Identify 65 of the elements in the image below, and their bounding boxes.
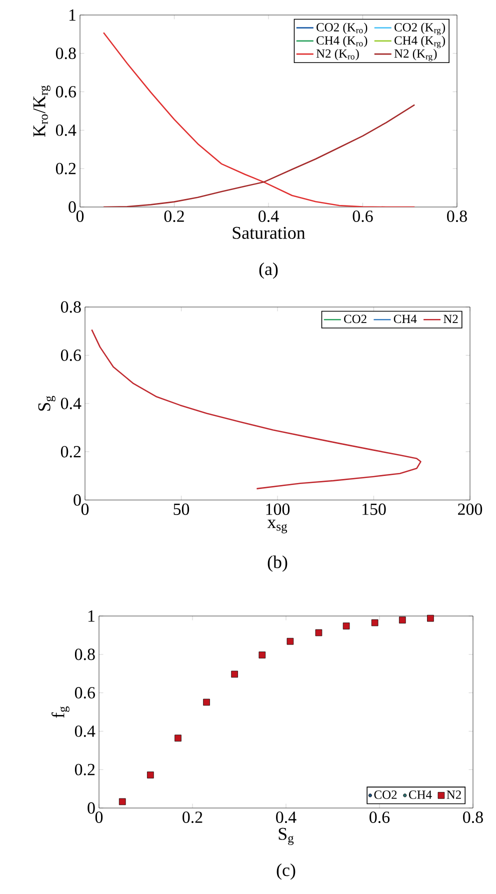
y-tick-label: 0.6 [56, 86, 76, 98]
point [258, 652, 266, 658]
point [427, 614, 434, 622]
legend-label: CH4 [409, 790, 432, 799]
point [203, 698, 210, 706]
x-tick-label: 50 [174, 504, 190, 515]
x-tick-label: 0 [95, 812, 103, 823]
text: (b) [268, 556, 288, 572]
y-tick-label: 0 [68, 201, 76, 213]
text: (a) [259, 262, 278, 279]
y-tick-label: 0.8 [56, 48, 76, 60]
x-axis-title: Saturation [232, 226, 306, 239]
x-tick-label: 0.4 [276, 812, 296, 824]
y-tick-label: 0.4 [60, 398, 82, 410]
y-tick-label: 0 [74, 494, 81, 506]
legend-label: CO2 (K$_{rg}$) [394, 22, 446, 36]
legend-label: CO2 [344, 314, 366, 324]
legend-label: N2 (K$_{rg}$) [394, 48, 437, 62]
x-tick-label: 200 [458, 504, 482, 515]
legend-label: CH4 [394, 314, 417, 324]
point [399, 616, 406, 624]
y-axis-title: S$_{g}$ [38, 396, 56, 411]
x-tick-label: 0.8 [447, 210, 467, 222]
line-series [102, 104, 416, 208]
x-tick-label: 0.8 [463, 812, 483, 824]
y-tick-label: 0.8 [60, 301, 81, 313]
y-axis-title: K$_{ro}$/K$_{rg}$ [33, 85, 50, 137]
point [231, 670, 238, 678]
y-tick-label: 0.2 [56, 162, 76, 174]
legend-label: N2 (K$_{ro}$) [316, 48, 359, 60]
legend-label: CH4 (K$_{ro}$) [316, 36, 368, 48]
x-tick-label: 0.4 [258, 210, 279, 222]
line-series [91, 329, 422, 490]
point [315, 629, 322, 636]
point [174, 734, 182, 742]
legend-label: CO2 (K$_{ro}$) [316, 22, 368, 34]
x-axis-title: x$_{sg}$ [267, 520, 288, 534]
y-tick-label: 1 [88, 610, 94, 622]
legend-label: N2 [444, 314, 458, 324]
y-tick-label: 0.6 [74, 687, 95, 699]
y-tick-label: 1 [69, 9, 76, 21]
y-tick-label: 0.4 [56, 124, 76, 136]
point [286, 638, 294, 645]
x-axis-title: S$_{g}$ [278, 828, 294, 846]
legend-label: N2 [446, 790, 461, 799]
legend-label: CH4 (K$_{rg}$) [394, 36, 446, 48]
x-tick-label: 0.6 [370, 812, 390, 824]
legend-label: CO2 [374, 790, 397, 799]
text: (c) [276, 864, 296, 880]
y-tick-label: 0.6 [60, 350, 81, 362]
x-tick-label: 150 [362, 504, 386, 515]
x-tick-label: 0.6 [352, 210, 373, 222]
x-tick-label: 100 [266, 504, 290, 515]
y-tick-label: 0 [88, 802, 95, 814]
x-tick-label: 0.2 [164, 210, 184, 222]
y-tick-label: 0.8 [74, 648, 95, 660]
y-tick-label: 0.4 [74, 725, 96, 737]
x-tick-label: 0.2 [182, 812, 202, 824]
point [118, 798, 126, 806]
point [147, 772, 154, 778]
y-tick-label: 0.2 [74, 764, 95, 776]
point [371, 619, 378, 626]
point [342, 622, 350, 630]
y-axis-title: f$_{g}$ [52, 706, 70, 718]
y-tick-label: 0.2 [60, 446, 81, 458]
